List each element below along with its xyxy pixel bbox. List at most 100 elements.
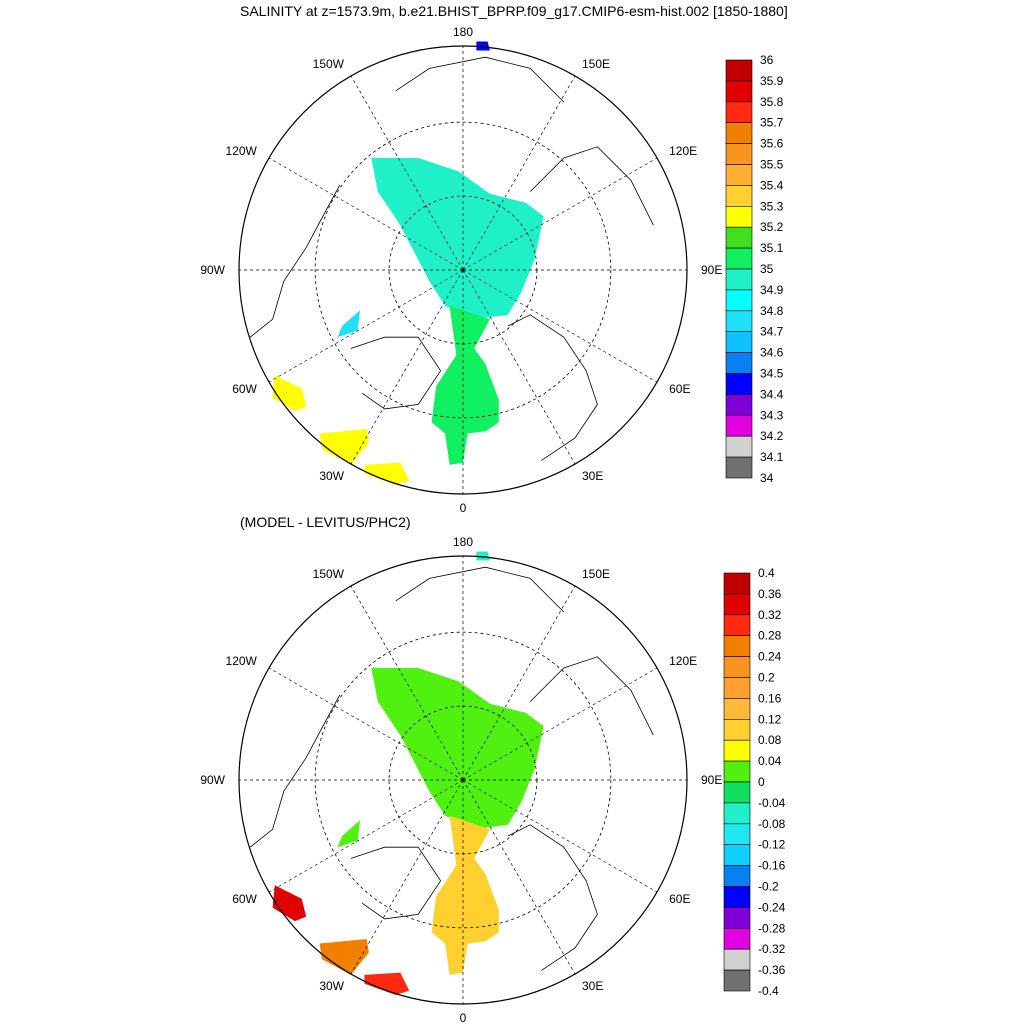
bottom-chart-title: (MODEL - LEVITUS/PHC2) xyxy=(240,514,411,530)
longitude-label: 120E xyxy=(669,144,697,158)
top-chart-title: SALINITY at z=1573.9m, b.e21.BHIST_BPRP.… xyxy=(240,3,788,19)
region-canada-makarov-basin: Canada/Makarov Basin: 0.04-0.08 xyxy=(371,668,544,830)
meridian-line xyxy=(462,779,658,893)
longitude-label: 150E xyxy=(582,567,610,581)
colorbar-swatch xyxy=(725,59,753,82)
colorbar-swatch xyxy=(725,164,753,186)
colorbar-swatch xyxy=(723,572,751,595)
colorbar-swatch xyxy=(725,122,753,144)
coastline xyxy=(395,56,565,103)
colorbar-swatch xyxy=(725,414,753,437)
longitude-label: 60E xyxy=(669,382,690,396)
colorbar-tick-label: -0.2 xyxy=(758,880,779,894)
longitude-label: 150W xyxy=(313,57,345,71)
colorbar-tick-label: 34.5 xyxy=(760,367,784,381)
region-iceland-basin: Iceland Basin: 35.2-35.3 xyxy=(364,462,410,485)
meridian-line xyxy=(462,157,658,271)
colorbar-tick-label: 0.24 xyxy=(758,650,782,664)
region-nordic-seas: Nordic Seas: 35.1-35.2 xyxy=(431,305,499,465)
longitude-label: 180 xyxy=(453,25,473,39)
colorbar-tick-label: 35.7 xyxy=(760,116,784,130)
region-nordic-seas: Nordic Seas: 0.12-0.16 xyxy=(431,815,499,975)
colorbar-tick-label: 35 xyxy=(760,262,774,276)
colorbar-tick-label: 0.04 xyxy=(758,754,782,768)
region-irminger-basin: Irminger Basin: 35.2-35.3 xyxy=(319,429,369,465)
colorbar-swatch xyxy=(723,865,751,887)
colorbar-tick-label: 35.2 xyxy=(760,220,784,234)
colorbar-tick-label: -0.32 xyxy=(758,942,786,956)
longitude-label: 150W xyxy=(313,567,345,581)
region-bering-strait: Bering Strait: -0.04-0 xyxy=(476,551,490,561)
meridian-line xyxy=(462,269,576,465)
longitude-label: 90W xyxy=(200,773,225,787)
colorbar-swatch xyxy=(723,739,751,762)
region-iceland-basin: Iceland Basin: 0.32-0.36 xyxy=(364,972,410,995)
colorbar-tick-label: 0.4 xyxy=(758,566,775,580)
colorbar-swatch xyxy=(725,352,753,374)
latitude-circle xyxy=(314,631,612,929)
region-irminger-basin: Irminger Basin: 0.24-0.28 xyxy=(319,939,369,975)
colorbar-tick-label: -0.24 xyxy=(758,900,786,914)
colorbar-tick-label: 35.6 xyxy=(760,137,784,151)
region-labrador-sea: Labrador Sea: 0.32-0.36 xyxy=(272,885,307,922)
meridian-line xyxy=(350,75,464,271)
colorbar-swatch xyxy=(723,927,751,950)
longitude-label: 90E xyxy=(701,773,722,787)
longitude-label: 120W xyxy=(226,144,258,158)
colorbar-swatch xyxy=(723,656,751,678)
longitude-label: 0 xyxy=(460,501,467,515)
colorbar-tick-label: 34.3 xyxy=(760,408,784,422)
colorbar-tick-label: 34.6 xyxy=(760,346,784,360)
coastline xyxy=(350,336,442,410)
colorbar-swatch xyxy=(723,677,751,699)
longitude-label: 90W xyxy=(200,263,225,277)
meridian-line xyxy=(350,585,464,781)
meridian-line xyxy=(350,269,464,465)
longitude-label: 90E xyxy=(701,263,722,277)
colorbar-swatch xyxy=(725,247,753,270)
polar-map-top: Canada/Makarov Basin: 34.9-35 Baffin Bay:… xyxy=(200,25,722,515)
longitude-label: 30W xyxy=(319,469,344,483)
colorbar-swatch xyxy=(723,844,751,866)
coastline xyxy=(350,846,442,920)
colorbar-tick-label: -0.12 xyxy=(758,838,786,852)
colorbar-tick-label: 35.9 xyxy=(760,74,784,88)
colorbar-tick-label: 0.12 xyxy=(758,712,782,726)
longitude-label: 120E xyxy=(669,654,697,668)
colorbar-swatch xyxy=(723,635,751,657)
colorbar-tick-label: -0.16 xyxy=(758,859,786,873)
colorbar-swatch xyxy=(723,781,751,804)
longitude-label: 30W xyxy=(319,979,344,993)
longitude-label: 150E xyxy=(582,57,610,71)
longitude-label: 60E xyxy=(669,892,690,906)
colorbar-tick-label: 34.1 xyxy=(760,450,784,464)
colorbar-swatch xyxy=(725,226,753,249)
colorbar-swatch xyxy=(723,802,751,825)
colorbar-swatch xyxy=(725,394,753,416)
coastline xyxy=(395,566,565,613)
colorbar-swatch xyxy=(725,331,753,353)
colorbar-swatch xyxy=(725,268,753,291)
colorbar-swatch xyxy=(725,185,753,207)
meridian-line xyxy=(268,157,464,271)
region-baffin-bay: Baffin Bay: 0.04-0.08 xyxy=(337,820,360,848)
latitude-circle xyxy=(314,121,612,419)
colorbar-tick-label: 34.7 xyxy=(760,325,784,339)
meridian-line xyxy=(462,269,658,383)
colorbar-swatch xyxy=(725,206,753,228)
coastline xyxy=(529,656,654,736)
colorbar-tick-label: 34.4 xyxy=(760,387,784,401)
colorbar-swatch xyxy=(725,373,753,395)
meridian-line xyxy=(268,667,464,781)
colorbar-tick-label: 0.2 xyxy=(758,671,775,685)
colorbar-tick-label: 35.5 xyxy=(760,158,784,172)
meridian-line xyxy=(350,779,464,975)
colorbar-swatch xyxy=(723,948,751,971)
colorbar-tick-label: 0.16 xyxy=(758,691,782,705)
colorbar-bottom: 0.4 0.36 0.32 0.28 0.24 0.2 0.16 0.12 0.08 0.04 0 -… xyxy=(723,566,786,998)
colorbar-tick-label: -0.04 xyxy=(758,796,786,810)
colorbar-tick-label: 35.4 xyxy=(760,178,784,192)
polar-map-bottom: Canada/Makarov Basin: 0.04-0.08Nordic Se… xyxy=(200,535,722,1024)
colorbar-tick-label: 0.08 xyxy=(758,733,782,747)
colorbar-tick-label: -0.36 xyxy=(758,963,786,977)
